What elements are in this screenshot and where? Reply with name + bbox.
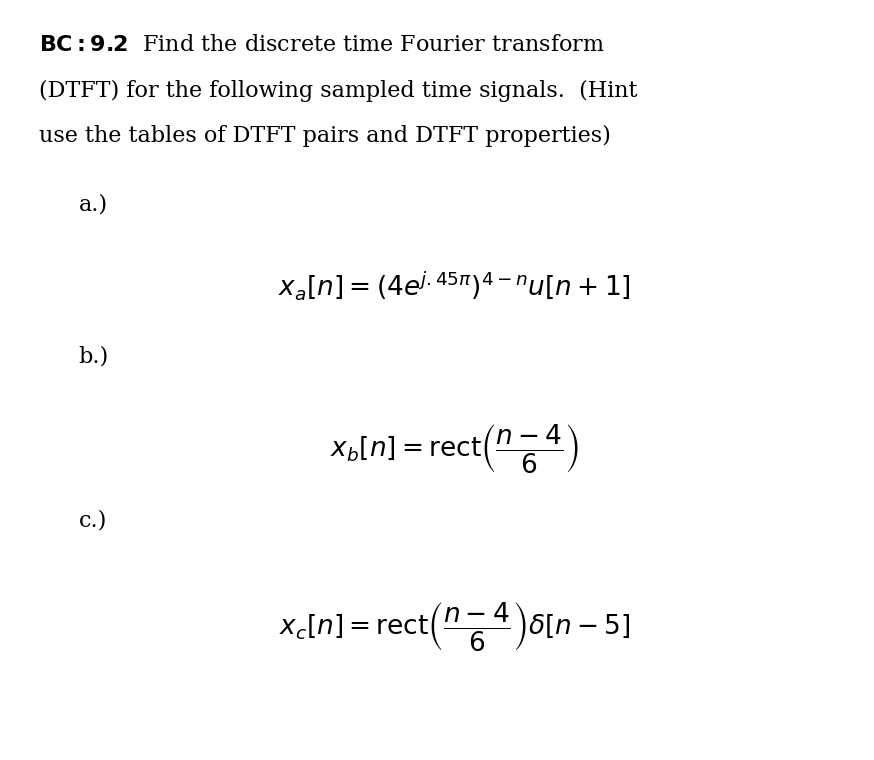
Text: use the tables of DTFT pairs and DTFT properties): use the tables of DTFT pairs and DTFT pr… (39, 125, 611, 147)
Text: (DTFT) for the following sampled time signals.  (Hint: (DTFT) for the following sampled time si… (39, 80, 638, 102)
Text: $x_c[n] = \mathrm{rect}\left(\dfrac{n-4}{6}\right)\delta[n-5]$: $x_c[n] = \mathrm{rect}\left(\dfrac{n-4}… (279, 600, 630, 654)
Text: $\bf{BC{:}9.2}$  Find the discrete time Fourier transform: $\bf{BC{:}9.2}$ Find the discrete time F… (39, 34, 605, 56)
Text: a.): a.) (79, 194, 108, 216)
Text: b.): b.) (79, 346, 109, 368)
Text: $x_a[n] = \left(4e^{j.45\pi}\right)^{4-n} u[n+1]$: $x_a[n] = \left(4e^{j.45\pi}\right)^{4-n… (278, 270, 631, 302)
Text: $x_b[n] = \mathrm{rect}\left(\dfrac{n-4}{6}\right)$: $x_b[n] = \mathrm{rect}\left(\dfrac{n-4}… (329, 422, 579, 475)
Text: c.): c.) (79, 509, 107, 531)
